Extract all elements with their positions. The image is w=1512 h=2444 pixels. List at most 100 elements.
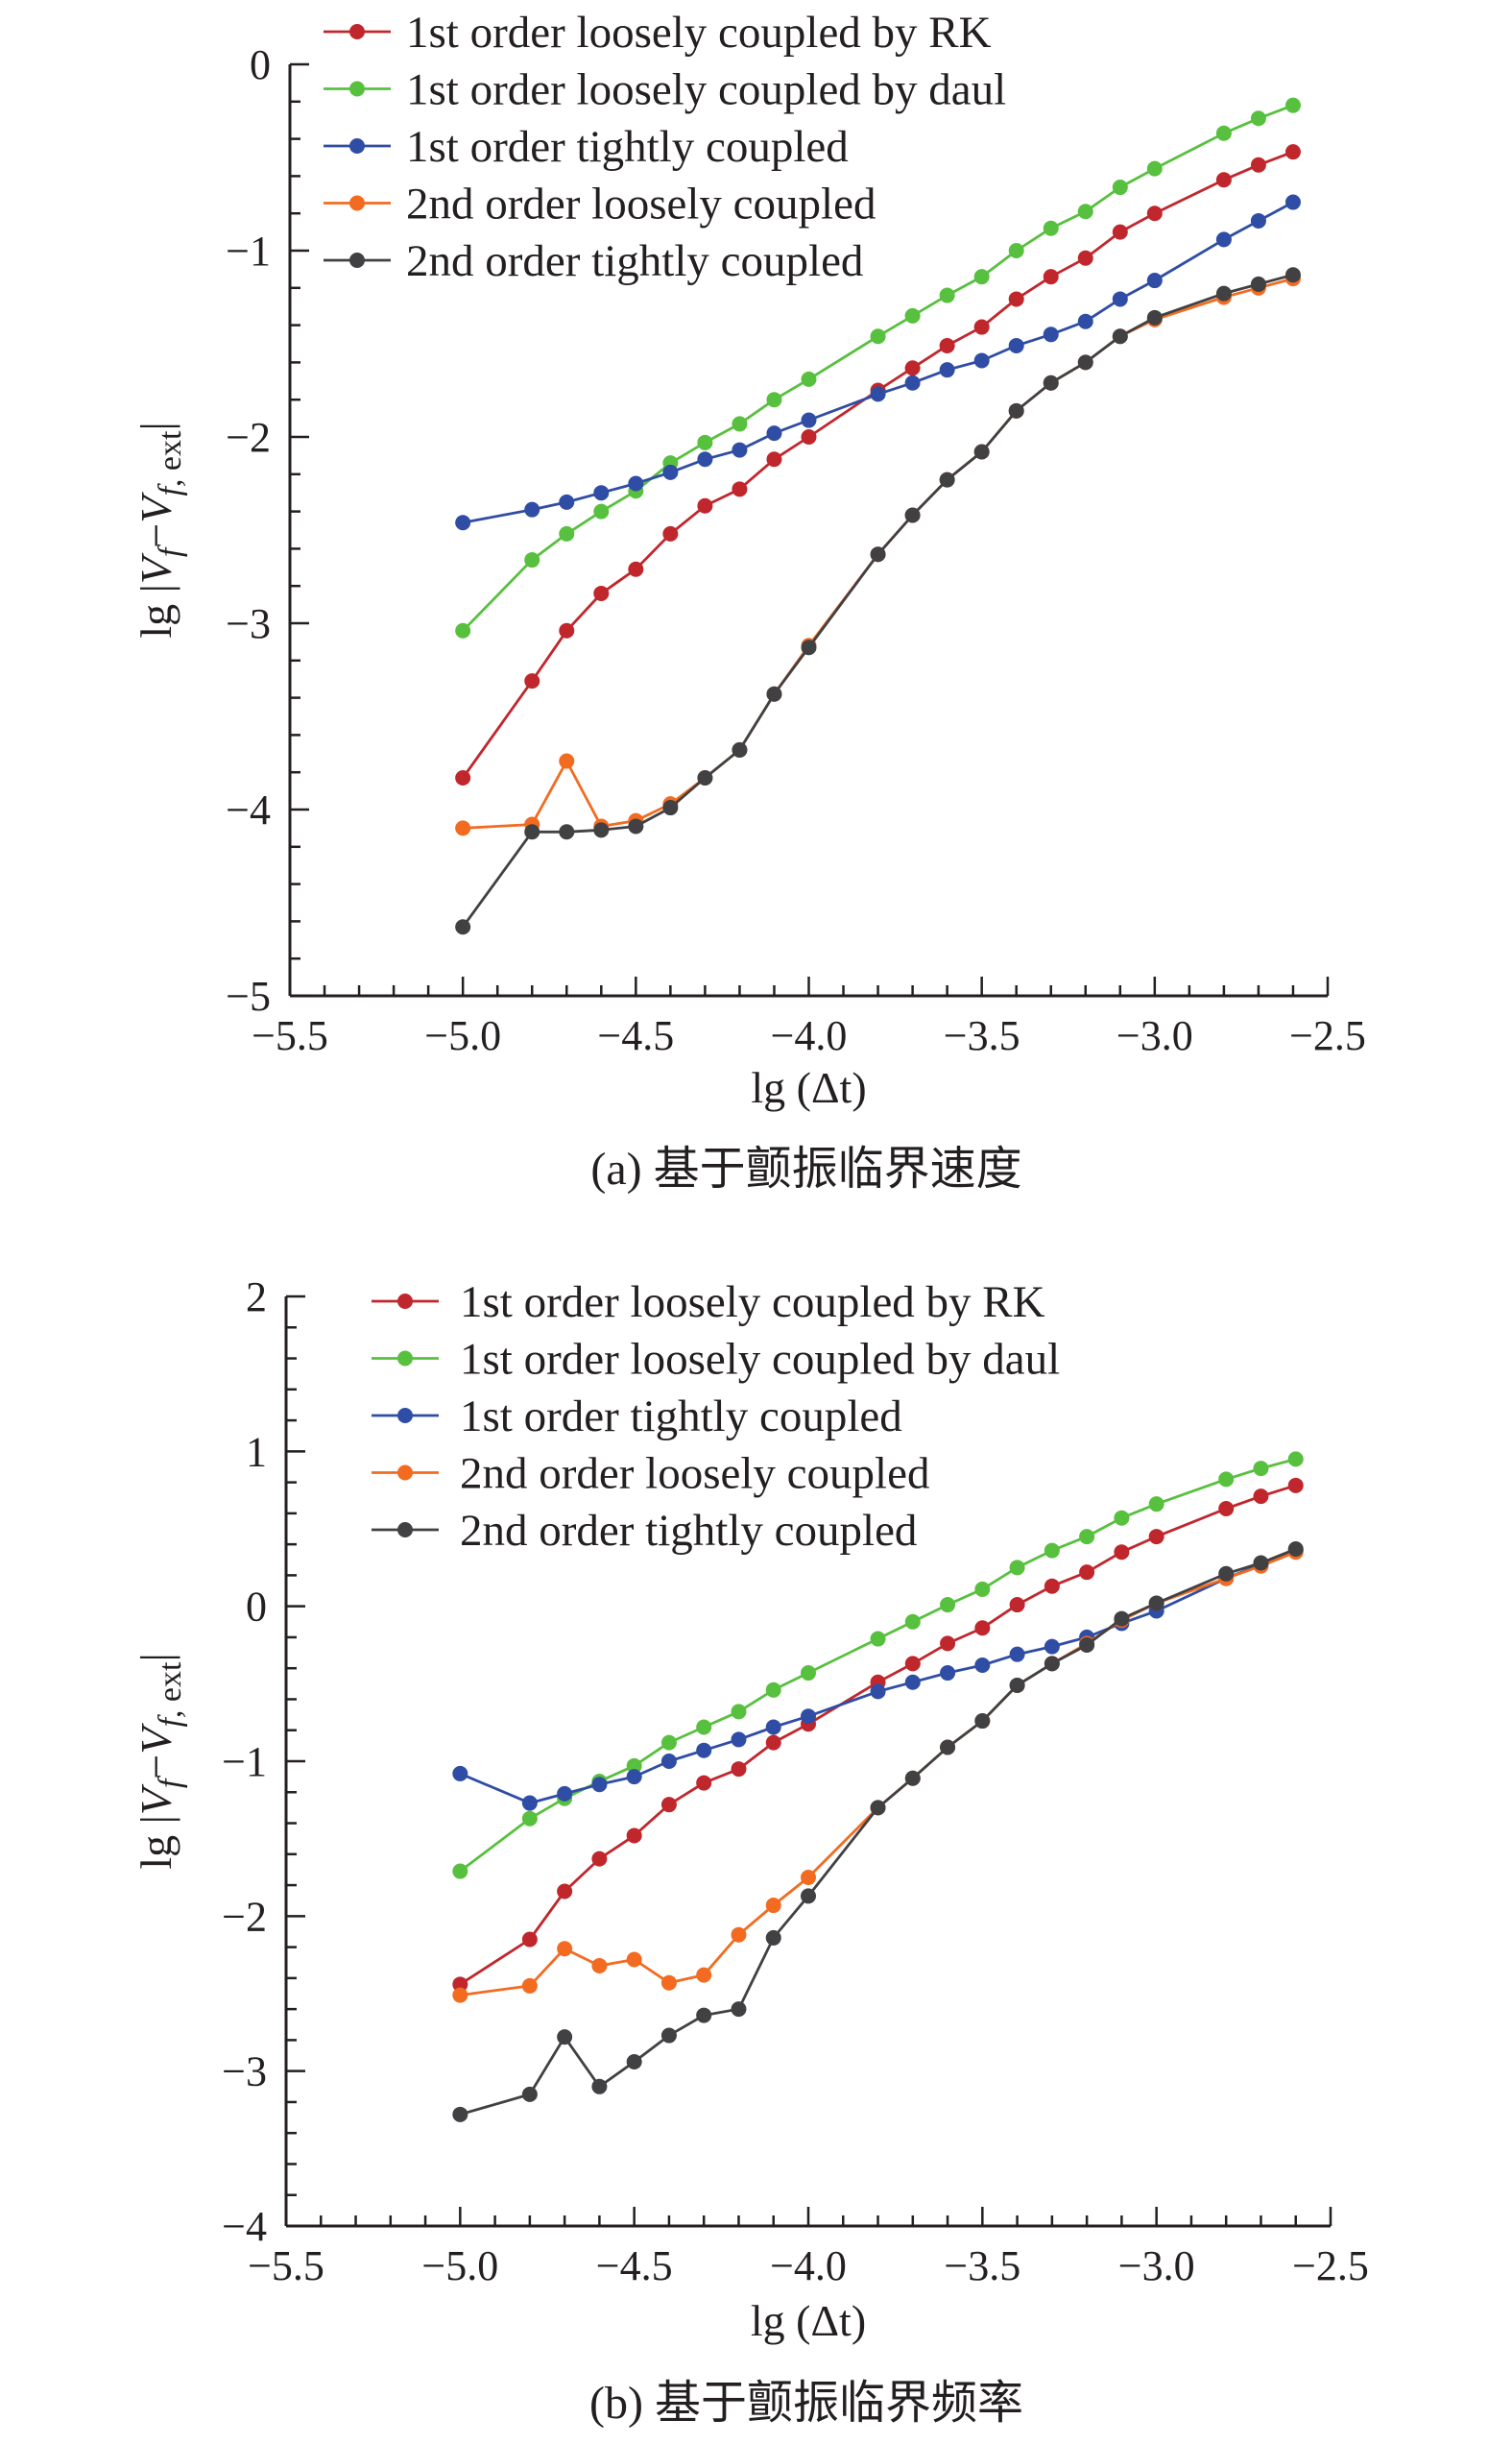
data-point — [1253, 1488, 1269, 1505]
x-tick-label: −3.0 — [1118, 2242, 1195, 2289]
data-point — [801, 412, 817, 428]
data-point — [731, 1761, 747, 1778]
data-point — [626, 1827, 642, 1844]
y-tick-label: 0 — [250, 41, 271, 88]
x-tick-label: −2.5 — [1292, 2242, 1369, 2289]
data-point — [455, 820, 471, 836]
data-point — [559, 824, 575, 840]
data-point — [973, 269, 990, 285]
data-point — [766, 451, 782, 468]
data-point — [452, 1863, 468, 1879]
data-point — [696, 2007, 712, 2023]
data-point — [973, 352, 990, 369]
data-point — [1148, 1529, 1164, 1545]
x-axis-label: lg (Δt) — [751, 2296, 866, 2345]
data-point — [801, 640, 817, 656]
data-point — [973, 444, 990, 460]
legend-label: 1st order tightly coupled — [406, 122, 849, 172]
legend-marker — [397, 1294, 413, 1309]
series-rk — [452, 1477, 1304, 1993]
data-point — [904, 307, 921, 324]
legend-label: 1st order loosely coupled by daul — [460, 1335, 1060, 1385]
data-point — [765, 1719, 781, 1735]
data-point — [1148, 1595, 1164, 1611]
data-point — [593, 503, 610, 520]
chart-panel-a: −5.5 −5.0 −4.5 −4.0 −3.5 −3.0 −2.5 0 −1 −2 −3 −4 −5 l… — [132, 8, 1366, 1195]
data-point — [1009, 1646, 1025, 1662]
data-point — [521, 1810, 538, 1827]
data-point — [1009, 1677, 1025, 1693]
data-point — [1008, 291, 1024, 307]
data-point — [521, 1795, 538, 1811]
series-loose2 — [452, 1544, 1304, 2003]
data-point — [660, 1974, 677, 1991]
data-point — [904, 1656, 921, 1672]
y-tick-label: −1 — [226, 228, 271, 275]
data-point — [1250, 276, 1266, 292]
data-point — [455, 919, 471, 935]
data-point — [455, 770, 471, 786]
y-tick-label: 1 — [246, 1428, 267, 1475]
data-point — [801, 1870, 816, 1885]
data-point — [1044, 1578, 1060, 1594]
data-point — [765, 1929, 781, 1946]
x-tick-label: −5.0 — [424, 1012, 501, 1059]
data-point — [1146, 273, 1163, 289]
caption: (a) 基于颤振临界速度 — [590, 1144, 1021, 1195]
data-point — [904, 1613, 921, 1630]
data-point — [662, 464, 679, 480]
x-tick-label: −4.5 — [596, 2242, 673, 2289]
data-point — [801, 429, 817, 445]
data-point — [904, 375, 921, 391]
legend-marker — [349, 81, 365, 97]
series-line — [459, 1547, 1297, 2117]
data-point — [591, 2078, 608, 2094]
data-point — [697, 451, 713, 468]
y-axis-label: lg |Vf−Vf, ext| — [132, 422, 188, 638]
data-point — [452, 1987, 468, 2003]
data-point — [559, 525, 575, 542]
data-point — [870, 328, 886, 345]
series-rk — [455, 144, 1301, 786]
legend-label: 2nd order loosely coupled — [406, 180, 876, 230]
legend-label: 2nd order loosely coupled — [460, 1449, 929, 1499]
data-point — [591, 1851, 608, 1867]
data-point — [697, 770, 713, 786]
data-point — [1044, 1542, 1060, 1559]
legend-marker — [349, 195, 365, 211]
data-point — [1043, 220, 1059, 236]
x-axis-label: lg (Δt) — [751, 1063, 866, 1112]
data-point — [765, 1682, 781, 1698]
data-point — [452, 1765, 468, 1781]
data-point — [974, 1581, 991, 1597]
chart-panel-b: −5.5 −5.0 −4.5 −4.0 −3.5 −3.0 −2.5 2 1 0 −1 −2 −3 −4 l… — [132, 1273, 1369, 2429]
data-point — [1044, 1638, 1060, 1655]
y-tick-label: 0 — [246, 1584, 267, 1631]
series-line — [462, 104, 1294, 632]
data-point — [628, 818, 644, 835]
data-point — [662, 525, 679, 542]
data-point — [974, 1657, 991, 1673]
series-line — [459, 1484, 1297, 1986]
data-point — [732, 741, 748, 758]
data-point — [628, 561, 644, 577]
y-tick-label: −3 — [222, 2048, 267, 2095]
y-tick-label: −4 — [226, 786, 271, 834]
data-point — [870, 546, 886, 563]
legend-marker — [349, 253, 365, 268]
x-tick-label: −3.5 — [944, 1012, 1020, 1059]
legend-marker — [397, 1350, 413, 1367]
y-tick-label: −3 — [226, 600, 271, 647]
data-point — [870, 1800, 886, 1816]
data-point — [732, 442, 748, 458]
y-tick-label: −2 — [226, 414, 271, 461]
data-point — [801, 1888, 816, 1904]
data-point — [1218, 1501, 1235, 1517]
data-point — [766, 392, 782, 408]
data-point — [1284, 267, 1301, 283]
data-point — [559, 753, 575, 769]
data-point — [1287, 1451, 1304, 1467]
data-point — [697, 434, 713, 450]
data-point — [591, 1957, 608, 1973]
